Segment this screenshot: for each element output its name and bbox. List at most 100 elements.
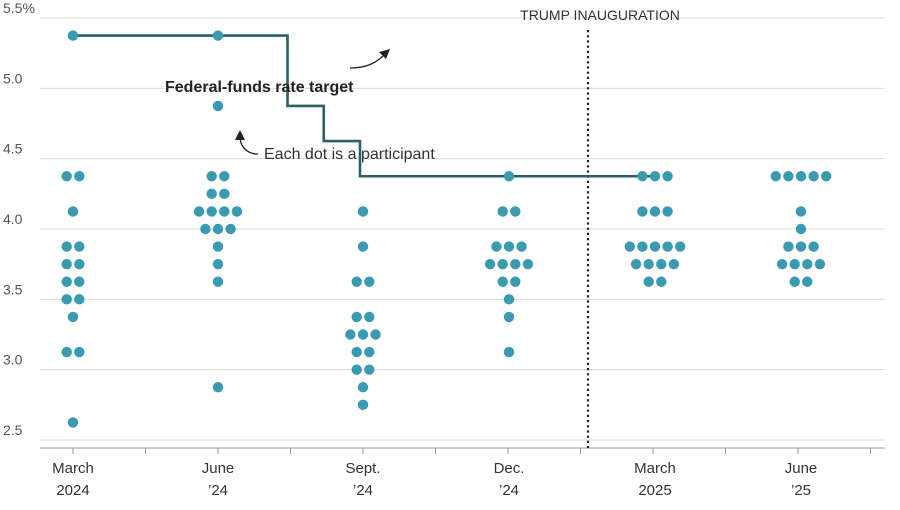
fed-funds-target-line — [70, 34, 650, 178]
participant-dot — [637, 171, 648, 182]
participant-dot — [510, 276, 521, 287]
y-tick-label: 2.5 — [3, 422, 23, 438]
inauguration-label: TRUMP INAUGURATION — [520, 7, 680, 23]
participant-dot — [364, 364, 375, 375]
participant-dot — [74, 294, 85, 305]
participant-dot — [497, 258, 508, 270]
participant-dot — [357, 206, 369, 217]
participant-dot — [364, 276, 375, 287]
participant-dot — [61, 258, 72, 270]
x-tick-label-sub: 2025 — [638, 482, 671, 499]
participant-dot — [776, 258, 788, 270]
fed-funds-label: Federal-funds rate target — [165, 79, 354, 96]
x-tick-label-sub: ’24 — [353, 482, 373, 499]
dot-note-arrow — [239, 137, 259, 155]
participant-dot — [357, 399, 369, 411]
participant-dot — [643, 276, 654, 287]
participant-dot — [206, 206, 217, 217]
participant-dot — [193, 206, 205, 217]
grid-lines — [40, 17, 885, 441]
participant-dot — [503, 241, 515, 252]
participant-dot — [357, 329, 369, 340]
participant-dot — [491, 241, 502, 252]
participant-dot — [662, 171, 673, 182]
y-tick-label: 5.0 — [3, 70, 23, 86]
x-tick-label-sub: ’25 — [791, 482, 811, 499]
participant-dot — [630, 258, 642, 270]
participant-dot — [510, 258, 521, 270]
participant-dot — [219, 188, 230, 200]
participant-dot — [351, 311, 362, 323]
participant-dot — [503, 346, 515, 358]
y-tick-label: 4.0 — [3, 211, 23, 227]
participant-dot — [61, 276, 72, 287]
y-tick-label: 3.0 — [3, 352, 23, 368]
participant-dot — [67, 311, 79, 323]
participant-dot — [351, 346, 362, 358]
x-axis — [40, 447, 885, 454]
participant-dot — [67, 417, 79, 428]
x-tick-label-sub: ’24 — [208, 482, 228, 499]
participant-dot — [649, 241, 661, 252]
participant-dot — [74, 346, 85, 358]
participant-dot — [649, 171, 661, 182]
fed-funds-arrow-head — [379, 49, 390, 59]
participant-dot — [789, 258, 800, 270]
participant-dot — [656, 258, 667, 270]
x-tick-label-sub: ’24 — [499, 482, 519, 499]
participant-dot — [789, 276, 800, 287]
participant-dot — [675, 241, 686, 252]
participant-dot — [74, 258, 85, 270]
participant-dot — [795, 241, 807, 252]
x-tick-label: Sept. — [345, 460, 380, 477]
participant-dot — [364, 346, 375, 358]
participant-dot — [802, 276, 813, 287]
participant-dot — [656, 276, 667, 287]
participant-dot — [206, 188, 217, 200]
participant-dot — [212, 382, 224, 393]
dot-note-label: Each dot is a participant — [264, 146, 435, 163]
participant-dot — [649, 206, 661, 217]
y-tick-label: 3.5 — [3, 281, 23, 297]
participant-dots — [61, 30, 832, 428]
participant-dot — [212, 30, 224, 41]
x-tick-label-sub: 2024 — [56, 482, 89, 499]
participant-dot — [497, 276, 508, 287]
participant-dot — [225, 223, 236, 235]
participant-dot — [74, 276, 85, 287]
participant-dot — [624, 241, 635, 252]
participant-dot — [795, 171, 807, 182]
participant-dot — [795, 223, 807, 235]
participant-dot — [783, 241, 794, 252]
participant-dot — [357, 382, 369, 393]
participant-dot — [783, 171, 794, 182]
participant-dot — [370, 329, 381, 340]
participant-dot — [802, 258, 813, 270]
participant-dot — [808, 241, 819, 252]
fed-funds-arrow — [349, 54, 385, 69]
participant-dot — [74, 241, 85, 252]
participant-dot — [522, 258, 534, 270]
x-tick-label: March — [634, 460, 676, 477]
participant-dot — [637, 241, 648, 252]
participant-dot — [206, 171, 217, 182]
participant-dot — [212, 100, 224, 112]
participant-dot — [357, 241, 369, 252]
participant-dot — [795, 206, 807, 217]
y-tick-label: 5.5% — [3, 0, 35, 16]
participant-dot — [484, 258, 496, 270]
participant-dot — [351, 276, 362, 287]
participant-dot — [770, 171, 781, 182]
participant-dot — [212, 241, 224, 252]
participant-dot — [61, 346, 72, 358]
participant-dot — [503, 311, 515, 323]
x-tick-label: March — [52, 460, 94, 477]
participant-dot — [67, 30, 79, 41]
participant-dot — [503, 294, 515, 305]
y-tick-label: 4.5 — [3, 141, 23, 157]
y-axis-tick-labels: 5.5% 5.0 4.5 4.0 3.5 3.0 2.5 — [3, 0, 35, 438]
participant-dot — [662, 241, 673, 252]
participant-dot — [219, 206, 230, 217]
participant-dot — [212, 223, 224, 235]
